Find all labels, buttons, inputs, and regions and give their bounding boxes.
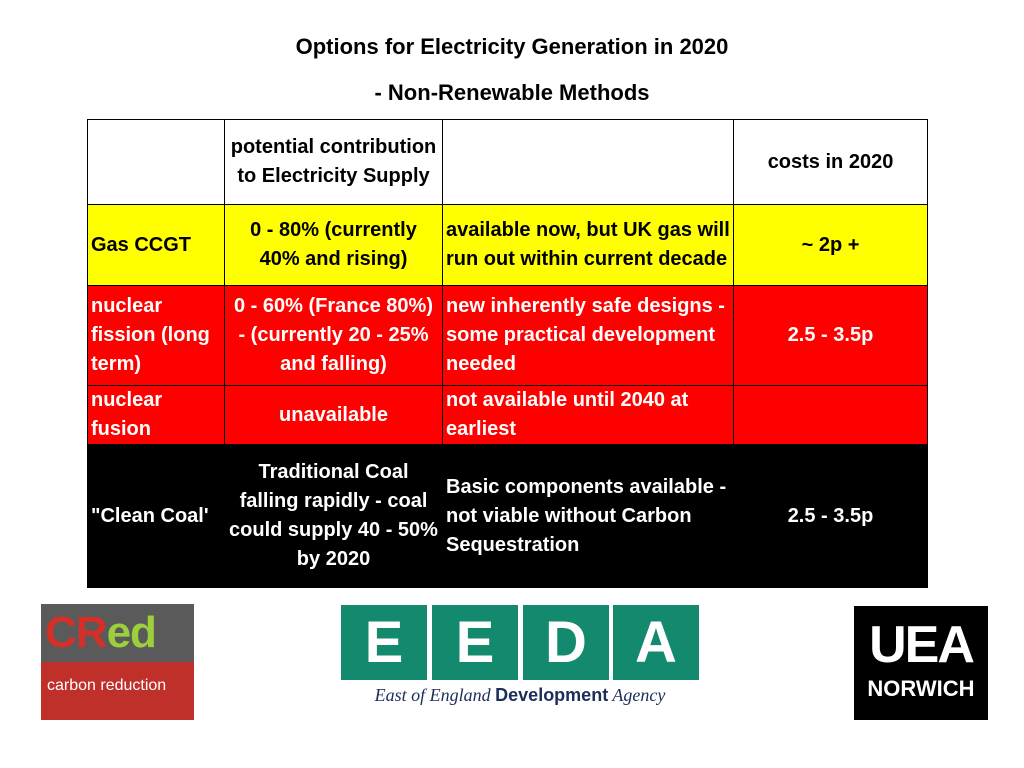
- method-cell: nuclear fusion: [87, 385, 225, 445]
- slide-subtitle: - Non-Renewable Methods: [374, 80, 650, 105]
- cost-cell: 2.5 - 3.5p: [733, 444, 928, 588]
- contribution-cell: 0 - 80% (currently 40% and rising): [224, 204, 443, 286]
- method-cell: "Clean Coal': [87, 444, 225, 588]
- cost-cell: ~ 2p +: [733, 204, 928, 286]
- eeda-letter: E: [341, 605, 427, 680]
- slide-title: Options for Electricity Generation in 20…: [295, 34, 729, 59]
- header-cell-status: [442, 119, 734, 205]
- contribution-cell: Traditional Coal falling rapidly - coal …: [224, 444, 443, 588]
- table-row: "Clean Coal' Traditional Coal falling ra…: [87, 444, 928, 588]
- generation-options-table: potential contribution to Electricity Su…: [87, 119, 928, 588]
- header-cell-costs: costs in 2020: [733, 119, 928, 205]
- table-row: Gas CCGT 0 - 80% (currently 40% and risi…: [87, 204, 928, 286]
- status-cell: available now, but UK gas will run out w…: [442, 204, 734, 286]
- cred-subtitle: carbon reduction: [47, 677, 167, 694]
- contribution-cell: unavailable: [224, 385, 443, 445]
- status-cell: not available until 2040 at earliest: [442, 385, 734, 445]
- eeda-logo: E E D A East of England Development Agen…: [341, 605, 699, 712]
- status-cell: new inherently safe designs - some pract…: [442, 285, 734, 386]
- uea-norwich: NORWICH: [867, 676, 975, 701]
- cost-cell: 2.5 - 3.5p: [733, 285, 928, 386]
- eeda-letter: D: [523, 605, 609, 680]
- table-header-row: potential contribution to Electricity Su…: [87, 119, 928, 205]
- eeda-letter: A: [613, 605, 699, 680]
- table-row: nuclear fission (long term) 0 - 60% (Fra…: [87, 285, 928, 386]
- status-cell: Basic components available - not viable …: [442, 444, 734, 588]
- method-cell: Gas CCGT: [87, 204, 225, 286]
- uea-wordmark: UEA: [869, 616, 975, 674]
- eeda-letter: E: [432, 605, 518, 680]
- eeda-tagline: East of England Development Agency: [374, 685, 666, 705]
- table-row: nuclear fusion unavailable not available…: [87, 385, 928, 445]
- uea-logo: UEA NORWICH: [854, 606, 988, 720]
- method-cell: nuclear fission (long term): [87, 285, 225, 386]
- cred-wordmark: CRed: [45, 608, 157, 657]
- cost-cell: [733, 385, 928, 445]
- header-cell-method: [87, 119, 225, 205]
- contribution-cell: 0 - 60% (France 80%) - (currently 20 - 2…: [224, 285, 443, 386]
- cred-logo: CRed carbon reduction: [41, 604, 194, 720]
- header-cell-contribution: potential contribution to Electricity Su…: [224, 119, 443, 205]
